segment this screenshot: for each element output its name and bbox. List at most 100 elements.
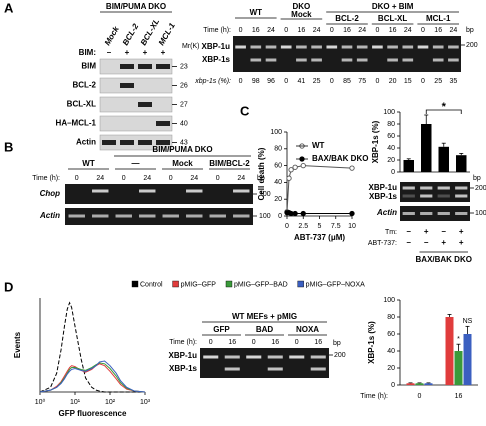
group-label: WT MEFs + pMIG [232,312,297,321]
time-value: 0 [252,339,256,346]
legend-label: WT [312,141,325,150]
y-tick-label: 0 [391,169,395,176]
row-label: Actin [76,138,96,147]
group-label: DKO [293,2,311,11]
bar [421,124,432,172]
blot-band [120,64,134,69]
gel-band [420,186,433,190]
time-value: 0 [75,175,79,182]
group-label: MCL-1 [426,14,451,23]
panel-label: C [240,103,250,118]
condition-value: – [442,227,447,236]
gel-band [402,45,414,49]
sign: + [143,48,148,57]
gel-band [224,367,240,371]
gel-band [356,45,368,49]
y-tick-label: 80 [387,314,395,321]
group-label: DKO + BIM [372,2,414,11]
gel-image [400,182,470,202]
time-value: 0 [122,175,126,182]
panel-label: A [4,0,14,15]
bar [415,383,424,385]
marker-label: 100 [475,210,486,217]
gel-band [356,58,368,62]
pct-value: 0 [375,78,379,85]
group-label: BIM/PUMA DKO [106,2,166,11]
gel-band [267,355,283,359]
gel-band [265,58,277,62]
condition-label: Tm: [385,229,397,236]
gel-band [289,355,305,359]
data-point [286,175,292,181]
y-tick-label: 80 [387,121,395,128]
time-value: 0 [284,27,288,34]
gel-band [341,45,353,49]
time-value: 0 [375,27,379,34]
y-tick-label: 40 [274,179,282,186]
gel-band [310,367,326,371]
gel-image [65,184,253,204]
sign: + [125,48,130,57]
gel-image [400,206,470,221]
gel-band [92,189,109,193]
group-label: NOXA [296,325,319,334]
legend-swatch [297,280,304,288]
data-point [300,162,306,169]
marker-label: 100 [259,191,271,198]
data-point [292,164,298,170]
gel-band [296,58,307,62]
time-value: 24 [237,175,245,182]
time-value: 24 [190,175,198,182]
blot-band [120,140,134,145]
condition-value: – [407,227,412,236]
x-tick-label: 0 [285,223,289,230]
time-value: 0 [295,339,299,346]
series-line [39,363,146,393]
time-value: 0 [209,339,213,346]
series-line [286,165,353,212]
sign: – [107,48,112,57]
pct-value: 75 [358,78,366,85]
series-line [39,362,146,393]
time-value: 0 [421,27,425,34]
blot-band [102,140,116,145]
bar [456,155,467,172]
time-value: 0 [330,27,334,34]
time-value: 16 [252,27,260,34]
pct-value: 25 [313,78,321,85]
legend-label: BAX/BAK DKO [312,154,368,163]
group-label: BIM/BCL-2 [209,159,250,168]
legend-label: Control [140,281,163,288]
y-tick-label: 60 [387,331,395,338]
group-label: GFP [213,325,230,334]
x-axis-label: ABT-737 (μM) [294,233,345,242]
mw-label: 26 [180,82,188,89]
gel-band [387,45,398,49]
gel-band [296,45,307,49]
gel-band [341,58,353,62]
gel-band [139,189,156,193]
x-tick-label: 10³ [140,399,151,406]
y-tick-label: 0 [391,382,395,389]
gel-band [432,45,444,49]
gel-band [233,214,250,218]
y-tick-label: 40 [387,348,395,355]
data-point [292,210,298,217]
pct-value: 98 [252,78,260,85]
group-label: WT [82,159,95,168]
condition-value: + [441,238,446,247]
group-label: BIM/PUMA DKO [152,145,212,154]
band-label: XBP-1s [369,192,398,201]
gel-band [246,355,262,359]
x-tick-label: 10⁰ [35,398,46,406]
band-label: XBP-1u [202,42,231,51]
gel-band [250,45,262,49]
gel-band [186,189,203,193]
panel-label: B [4,139,13,154]
mw-label: 23 [180,63,188,70]
series-line [39,360,146,393]
gel-band [372,45,383,49]
bp-label: bp [473,175,481,182]
gel-band [448,58,459,62]
y-tick-label: 0 [278,213,282,220]
